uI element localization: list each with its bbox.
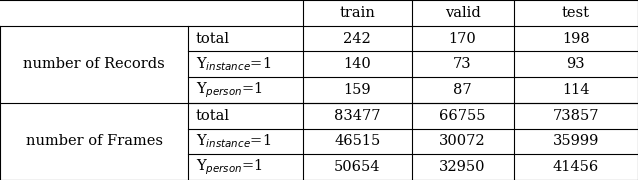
Text: valid: valid — [445, 6, 480, 20]
Text: 170: 170 — [449, 32, 477, 46]
Text: 35999: 35999 — [553, 134, 599, 148]
Text: 114: 114 — [562, 83, 590, 97]
Text: 93: 93 — [567, 57, 585, 71]
Text: Y$_{instance}$=1: Y$_{instance}$=1 — [196, 55, 271, 73]
Text: 140: 140 — [343, 57, 371, 71]
Text: number of Records: number of Records — [23, 57, 165, 71]
Text: Y$_{person}$=1: Y$_{person}$=1 — [196, 80, 263, 100]
Text: 50654: 50654 — [334, 160, 380, 174]
Text: 198: 198 — [562, 32, 590, 46]
Text: 30072: 30072 — [439, 134, 486, 148]
Text: 32950: 32950 — [440, 160, 486, 174]
Text: total: total — [196, 32, 230, 46]
Text: 242: 242 — [343, 32, 371, 46]
Text: total: total — [196, 109, 230, 123]
Text: 159: 159 — [343, 83, 371, 97]
Text: 41456: 41456 — [553, 160, 599, 174]
Text: 73: 73 — [453, 57, 472, 71]
Text: 73857: 73857 — [553, 109, 599, 123]
Text: 87: 87 — [453, 83, 472, 97]
Text: Y$_{person}$=1: Y$_{person}$=1 — [196, 157, 263, 177]
Text: test: test — [562, 6, 590, 20]
Text: train: train — [339, 6, 375, 20]
Text: Y$_{instance}$=1: Y$_{instance}$=1 — [196, 132, 271, 150]
Text: 83477: 83477 — [334, 109, 380, 123]
Text: number of Frames: number of Frames — [26, 134, 163, 148]
Text: 66755: 66755 — [440, 109, 486, 123]
Text: 46515: 46515 — [334, 134, 380, 148]
